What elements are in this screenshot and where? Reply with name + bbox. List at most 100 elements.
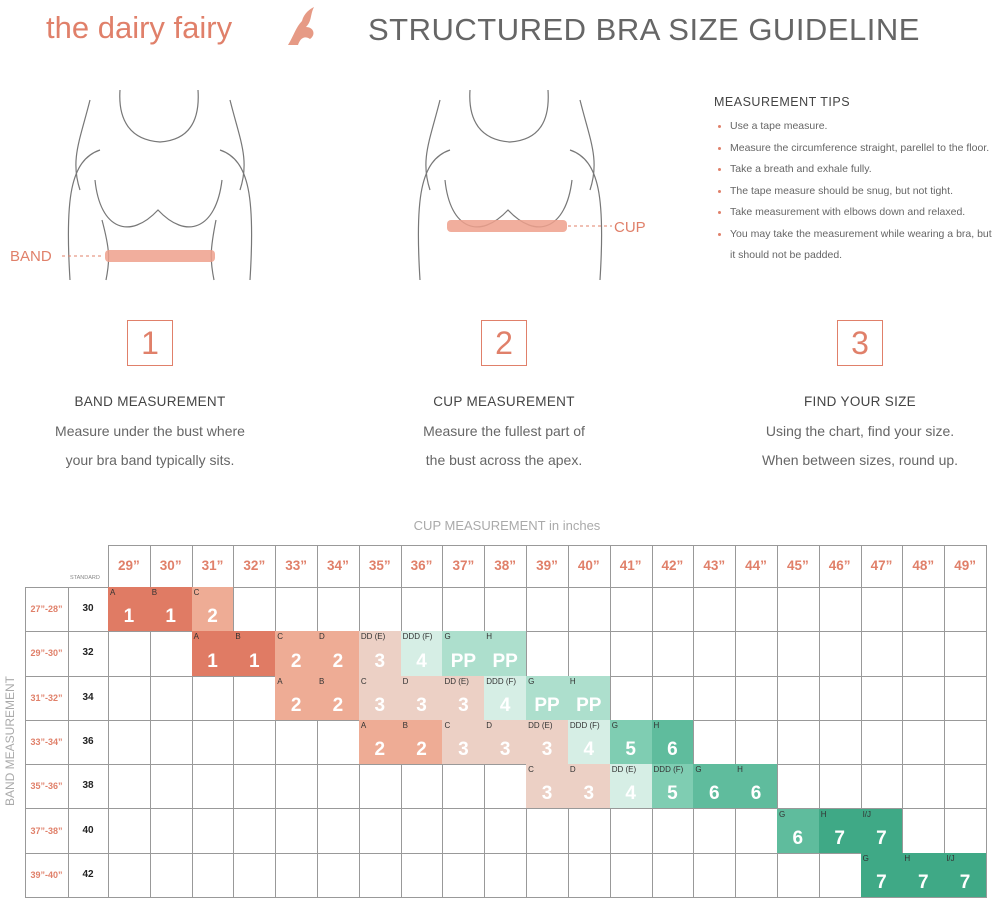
empty-cell: [944, 631, 987, 677]
empty-cell: [191, 852, 235, 899]
cup-letter: D: [569, 765, 576, 775]
empty-cell: [651, 808, 695, 854]
tip-item: Take measurement with elbows down and re…: [718, 202, 998, 224]
size-cell: DD (E) 4: [609, 764, 653, 810]
tips-title: MEASUREMENT TIPS: [714, 95, 851, 109]
empty-cell: [818, 587, 862, 633]
tip-item: Use a tape measure.: [718, 116, 998, 138]
step-text: your bra band typically sits.: [65, 452, 235, 468]
empty-cell: [776, 719, 820, 766]
column-header: 32”: [233, 545, 277, 588]
empty-cell: [651, 675, 695, 721]
band-label: 35”-36”: [25, 764, 69, 810]
table-border: [108, 545, 986, 587]
empty-cell: [902, 719, 946, 766]
empty-cell: [526, 631, 569, 677]
column-header: 33”: [275, 545, 319, 588]
column-header: 34”: [317, 545, 360, 588]
cup-letter: G: [611, 720, 618, 730]
empty-cell: [776, 631, 820, 677]
step-text: the bust across the apex.: [425, 452, 583, 468]
cup-letter: I/J: [946, 853, 955, 863]
empty-cell: [191, 675, 235, 721]
size-value: 2: [332, 650, 344, 672]
empty-cell: [818, 719, 862, 766]
column-header: 38”: [484, 545, 528, 588]
empty-cell: [275, 808, 319, 854]
size-value: 2: [290, 650, 302, 672]
size-value: PP: [492, 650, 518, 672]
column-header: 49”: [944, 545, 987, 588]
empty-cell: [567, 631, 611, 677]
empty-cell: [108, 675, 151, 721]
empty-cell: [400, 764, 444, 810]
cup-letter: H: [737, 765, 743, 775]
empty-cell: [442, 587, 486, 633]
size-cell: DDD (F) 4: [567, 719, 611, 766]
empty-cell: [693, 587, 737, 633]
empty-cell: [358, 852, 402, 899]
tip-text: Take a breath and exhale fully.: [730, 163, 872, 175]
empty-cell: [902, 764, 946, 810]
bullet: [718, 211, 721, 214]
column-header: 29”: [108, 545, 151, 588]
empty-cell: [233, 719, 277, 766]
empty-cell: [108, 808, 151, 854]
cup-letter: B: [402, 720, 408, 730]
size-value: 3: [416, 694, 427, 716]
size-value: 3: [374, 650, 386, 672]
empty-cell: [358, 764, 402, 810]
empty-cell: [149, 675, 193, 721]
band-label: 37”-38”: [25, 808, 69, 854]
size-cell: G PP: [442, 631, 486, 677]
empty-cell: [776, 675, 820, 721]
size-cell: H PP: [484, 631, 528, 677]
empty-cell: [735, 808, 778, 854]
tip-text: Measure the circumference straight, pare…: [730, 141, 990, 154]
cup-letter: DDD (F): [653, 765, 684, 775]
column-header: 37”: [442, 545, 486, 588]
column-header: 46”: [818, 545, 862, 588]
size-value: 7: [876, 827, 887, 849]
band-label: 39”-40”: [25, 852, 69, 899]
step-text: Measure under the bust where: [55, 423, 245, 439]
size-value: 3: [499, 739, 511, 761]
size-cell: G PP: [526, 675, 569, 721]
cup-letter: A: [360, 720, 367, 730]
size-value: 2: [332, 694, 344, 716]
cup-letter: D: [319, 632, 325, 642]
cup-letter: H: [904, 853, 911, 863]
bullet: [718, 146, 721, 150]
cup-letter: C: [528, 765, 534, 775]
tip-text: You may take the measurement while weari…: [730, 227, 992, 262]
column-header: 40”: [567, 545, 611, 588]
size-cell: DD (E) 3: [442, 675, 486, 721]
standard-size: 30: [68, 587, 109, 633]
standard-size: 32: [68, 631, 109, 677]
empty-cell: [149, 764, 193, 810]
size-value: 4: [499, 694, 511, 716]
empty-cell: [526, 852, 569, 899]
cup-letter: DD (E): [360, 632, 386, 642]
cup-letter: C: [277, 632, 284, 642]
empty-cell: [735, 719, 778, 766]
empty-cell: [944, 764, 987, 810]
size-value: PP: [534, 694, 560, 716]
band-label: 29”-30”: [25, 631, 69, 677]
empty-cell: [400, 587, 444, 633]
empty-cell: [317, 852, 360, 899]
size-value: 5: [625, 739, 636, 761]
figures: [62, 89, 612, 281]
size-value: 7: [876, 872, 887, 894]
standard-header: STANDARD: [70, 575, 100, 581]
empty-cell: [860, 764, 904, 810]
empty-cell: [818, 675, 862, 721]
